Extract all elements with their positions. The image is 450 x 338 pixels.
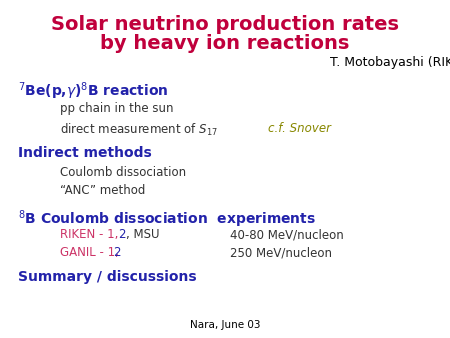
Text: Nara, June 03: Nara, June 03 <box>190 320 260 330</box>
Text: T. Motobayashi (RIKEN): T. Motobayashi (RIKEN) <box>330 56 450 69</box>
Text: c.f. Snover: c.f. Snover <box>268 122 331 135</box>
Text: $^{8}$B Coulomb dissociation  experiments: $^{8}$B Coulomb dissociation experiments <box>18 208 316 230</box>
Text: Indirect methods: Indirect methods <box>18 146 152 160</box>
Text: $^{7}$Be(p,$\gamma$)$^{8}$B reaction: $^{7}$Be(p,$\gamma$)$^{8}$B reaction <box>18 80 168 102</box>
Text: 2: 2 <box>113 246 121 259</box>
Text: , MSU: , MSU <box>126 228 159 241</box>
Text: RIKEN - 1,: RIKEN - 1, <box>60 228 122 241</box>
Text: “ANC” method: “ANC” method <box>60 184 145 197</box>
Text: by heavy ion reactions: by heavy ion reactions <box>100 34 350 53</box>
Text: pp chain in the sun: pp chain in the sun <box>60 102 174 115</box>
Text: 2: 2 <box>118 228 126 241</box>
Text: Solar neutrino production rates: Solar neutrino production rates <box>51 15 399 34</box>
Text: 40-80 MeV/nucleon: 40-80 MeV/nucleon <box>230 228 344 241</box>
Text: Summary / discussions: Summary / discussions <box>18 270 197 284</box>
Text: Coulomb dissociation: Coulomb dissociation <box>60 166 186 179</box>
Text: direct measurement of $S_{17}$: direct measurement of $S_{17}$ <box>60 122 218 138</box>
Text: GANIL - 1,: GANIL - 1, <box>60 246 122 259</box>
Text: 250 MeV/nucleon: 250 MeV/nucleon <box>230 246 332 259</box>
